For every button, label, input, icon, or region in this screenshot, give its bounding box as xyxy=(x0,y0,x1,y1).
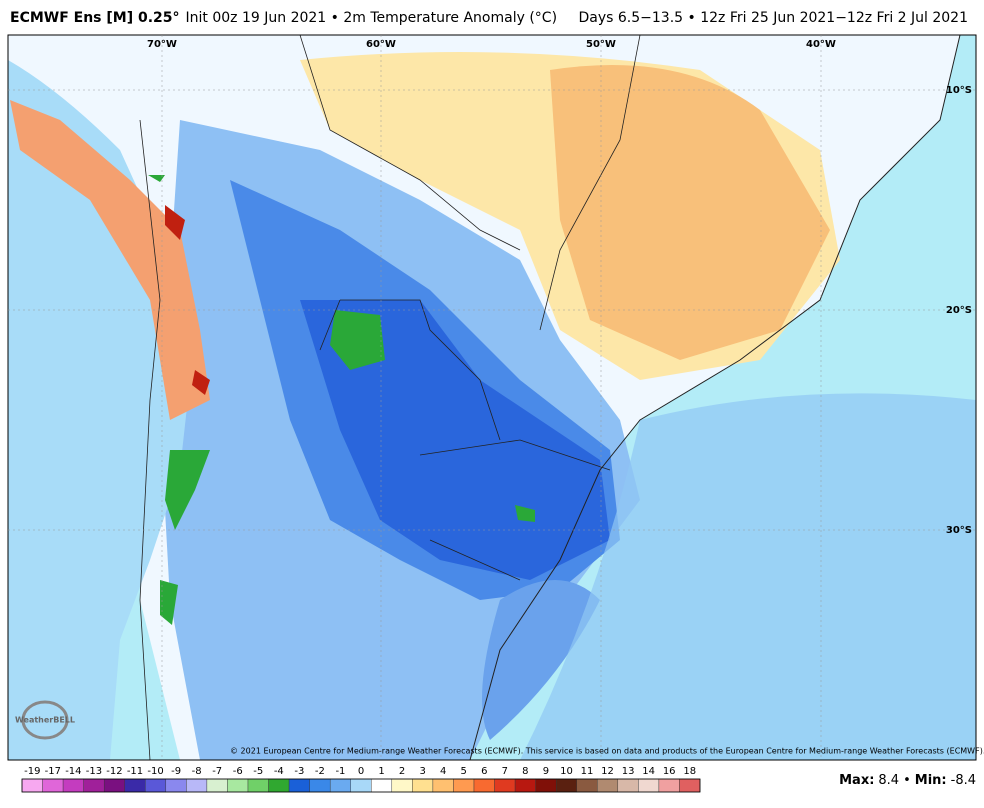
colorbar-cell xyxy=(617,778,639,793)
colorbar-cell xyxy=(309,778,331,793)
colorbar-label: -7 xyxy=(212,766,222,777)
colorbar-cell xyxy=(555,778,577,793)
colorbar-cell xyxy=(391,778,413,793)
lat-label: 30°S xyxy=(946,525,972,536)
colorbar-label: -1 xyxy=(335,766,345,777)
colorbar-label: -3 xyxy=(294,766,304,777)
colorbar-label: 7 xyxy=(502,766,508,777)
colorbar-label: -17 xyxy=(45,766,61,777)
colorbar-cell xyxy=(124,778,146,793)
colorbar-cell xyxy=(83,778,105,793)
colorbar-cell xyxy=(288,778,310,793)
colorbar-label: 2 xyxy=(399,766,405,777)
colorbar-cell xyxy=(371,778,393,793)
colorbar-label: 1 xyxy=(378,766,384,777)
stats-part: Max: xyxy=(839,773,874,788)
colorbar-cell xyxy=(206,778,228,793)
colorbar-cell xyxy=(679,778,701,793)
colorbar-label: -2 xyxy=(315,766,325,777)
colorbar-cell xyxy=(576,778,598,793)
stats-part: -8.4 xyxy=(951,773,976,788)
colorbar-label: 13 xyxy=(622,766,635,777)
map: © 2021 European Centre for Medium-range … xyxy=(7,34,984,761)
init-title: Init 00z 19 Jun 2021 • 2m Temperature An… xyxy=(186,10,558,26)
colorbar-label: -19 xyxy=(24,766,40,777)
colorbar-cell xyxy=(227,778,249,793)
copyright: © 2021 European Centre for Medium-range … xyxy=(230,747,984,756)
colorbar-label: -10 xyxy=(147,766,163,777)
colorbar-cell xyxy=(658,778,680,793)
colorbar-label: -4 xyxy=(274,766,284,777)
stats-part: Min: xyxy=(915,773,947,788)
colorbar-label: 9 xyxy=(543,766,549,777)
colorbar-cell xyxy=(453,778,475,793)
colorbar-label: 10 xyxy=(560,766,573,777)
stats: Max: 8.4 • Min: -8.4 xyxy=(839,773,976,788)
colorbar-label: -14 xyxy=(65,766,81,777)
stats-part: • xyxy=(903,773,911,788)
colorbar-frame xyxy=(21,778,701,793)
stats-part: 8.4 xyxy=(878,773,899,788)
colorbar-label: 18 xyxy=(683,766,696,777)
colorbar-cell xyxy=(329,778,351,793)
colorbar-cell xyxy=(638,778,660,793)
lon-label: 70°W xyxy=(147,39,177,50)
lon-label: 50°W xyxy=(586,39,616,50)
colorbar-label: 12 xyxy=(601,766,614,777)
colorbar-label: 3 xyxy=(419,766,425,777)
colorbar-cell xyxy=(62,778,84,793)
lat-label: 20°S xyxy=(946,305,972,316)
colorbar-cell xyxy=(535,778,557,793)
colorbar-label: 0 xyxy=(358,766,364,777)
colorbar-label: -13 xyxy=(86,766,102,777)
colorbar-cell xyxy=(432,778,454,793)
valid-title: Days 6.5−13.5 • 12z Fri 25 Jun 2021−12z … xyxy=(579,10,968,26)
colorbar-label: -5 xyxy=(253,766,263,777)
colorbar-cell xyxy=(494,778,516,793)
colorbar-cell xyxy=(247,778,269,793)
lon-label: 40°W xyxy=(806,39,836,50)
colorbar-label: -12 xyxy=(106,766,122,777)
coastline xyxy=(469,35,961,760)
colorbar-cell xyxy=(145,778,167,793)
colorbar-cell xyxy=(268,778,290,793)
ocean-cool xyxy=(520,393,976,760)
model-title: ECMWF Ens [M] 0.25° xyxy=(10,10,180,26)
colorbar-label: -11 xyxy=(127,766,143,777)
colorbar-cell xyxy=(21,778,43,793)
logo: WeatherBELL xyxy=(15,716,75,725)
logo-mark xyxy=(21,700,69,740)
ocean-cold xyxy=(482,580,600,740)
colorbar-label: 6 xyxy=(481,766,487,777)
colorbar-cell xyxy=(350,778,372,793)
lon-label: 60°W xyxy=(366,39,396,50)
andes-warm xyxy=(10,100,210,420)
colorbar-cell xyxy=(42,778,64,793)
colorbar-cell xyxy=(165,778,187,793)
colorbar-cell xyxy=(103,778,125,793)
colorbar-label: -8 xyxy=(192,766,202,777)
map-frame xyxy=(7,34,977,761)
colorbar-label: -9 xyxy=(171,766,181,777)
colorbar-label: 14 xyxy=(642,766,655,777)
colorbar-label: 16 xyxy=(663,766,676,777)
colorbar-cell xyxy=(597,778,619,793)
colorbar-cell xyxy=(412,778,434,793)
borders xyxy=(139,35,641,760)
colorbar-label: 4 xyxy=(440,766,446,777)
colorbar-label: 5 xyxy=(461,766,467,777)
colorbar-label: -6 xyxy=(233,766,243,777)
colorbar-cell xyxy=(186,778,208,793)
lat-label: 10°S xyxy=(946,85,972,96)
andes-hot xyxy=(165,205,210,395)
colorbar-label: 11 xyxy=(581,766,594,777)
colorbar-cell xyxy=(514,778,536,793)
colorbar-label: 8 xyxy=(522,766,528,777)
colorbar-cell xyxy=(473,778,495,793)
